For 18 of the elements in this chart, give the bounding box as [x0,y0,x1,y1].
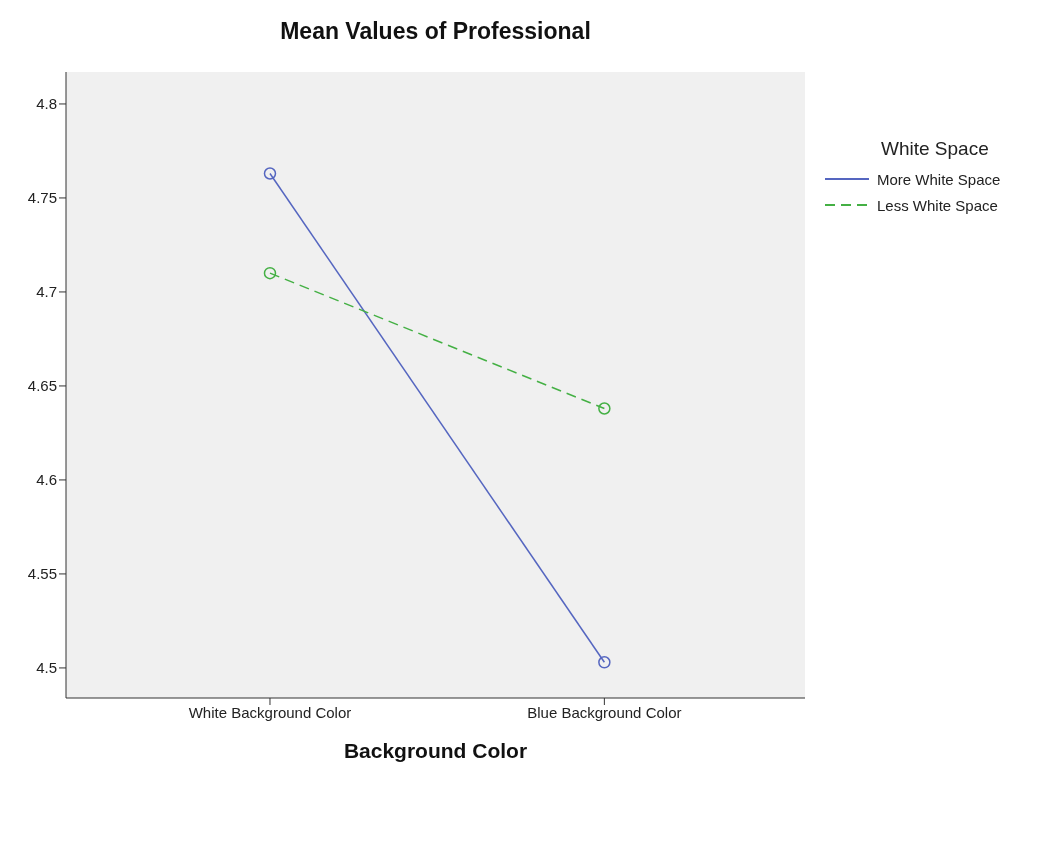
y-tick-label: 4.55 [27,565,57,583]
x-tick-label: White Background Color [188,703,352,721]
point [263,266,277,280]
y-tick-label: 4.65 [27,377,57,395]
y-tick-label: 4.8 [36,95,57,113]
y-tick-label: 4.7 [36,283,57,301]
point [263,167,277,180]
legend-title: White Space [881,138,990,160]
point [598,656,611,669]
y-tick-label: 4.5 [36,659,57,677]
y-tick-label: 4.75 [27,189,57,207]
chart-title: Mean Values of Professional [279,18,592,45]
x-axis-title: Background Color [343,739,528,762]
legend-label: More White Space [877,170,1001,188]
y-tick-label: 4.6 [36,471,57,489]
point [598,402,611,415]
x-tick-label: Blue Background Color [527,703,682,721]
legend-label: Less White Space [877,196,998,214]
